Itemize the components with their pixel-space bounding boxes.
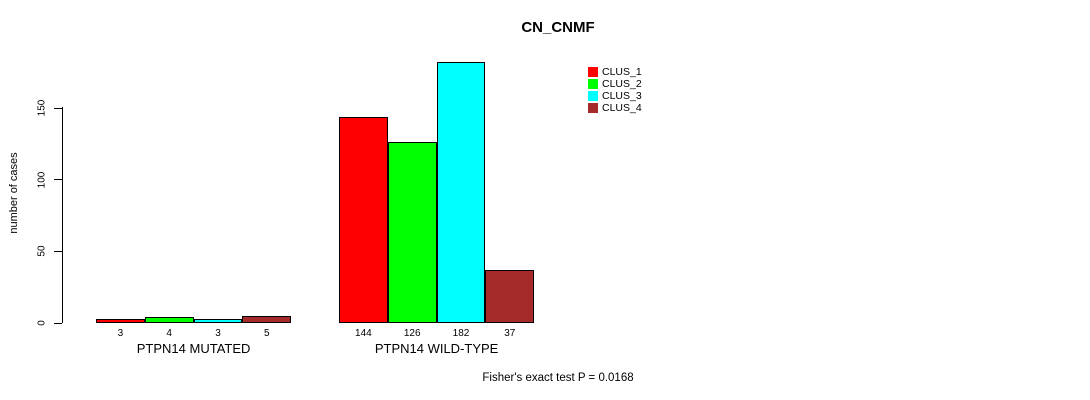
y-axis-tick — [54, 107, 62, 109]
fisher-test-annotation: Fisher's exact test P = 0.0168 — [482, 372, 634, 384]
bar — [339, 116, 388, 323]
bar-value-label: 37 — [504, 328, 516, 339]
legend-color-swatch — [588, 91, 598, 101]
bar-value-label: 182 — [452, 328, 470, 339]
y-axis-label: number of cases — [8, 152, 20, 234]
bar-value-label: 144 — [355, 328, 372, 339]
chart-title: CN_CNMF — [521, 19, 595, 36]
y-axis-tick-label: 50 — [36, 245, 48, 257]
bar — [193, 318, 243, 323]
y-axis-tick — [54, 322, 62, 324]
bar — [436, 62, 486, 323]
legend-color-swatch — [588, 67, 598, 77]
bar — [96, 318, 145, 323]
bar-value-label: 126 — [403, 328, 421, 339]
y-axis-tick-label: 0 — [36, 320, 48, 326]
y-axis-tick — [54, 250, 62, 252]
bar — [242, 315, 292, 323]
y-axis-tick — [54, 179, 62, 181]
bar — [144, 317, 194, 323]
legend-item: CLUS_1 — [588, 66, 642, 78]
legend-item: CLUS_2 — [588, 78, 642, 90]
bar — [387, 142, 437, 323]
legend-label: CLUS_4 — [602, 102, 642, 114]
bar-value-label: 3 — [117, 328, 124, 339]
legend-color-swatch — [588, 103, 598, 113]
bar-value-label: 3 — [215, 328, 221, 339]
y-axis-tick-label: 150 — [36, 99, 48, 117]
legend-label: CLUS_3 — [602, 90, 642, 102]
y-axis-tick-label: 100 — [36, 171, 48, 188]
x-category-label: PTPN14 WILD-TYPE — [374, 341, 499, 356]
x-category-label: PTPN14 MUTATED — [136, 341, 251, 356]
legend-item: CLUS_4 — [588, 102, 642, 114]
legend-label: CLUS_2 — [602, 78, 642, 90]
legend: CLUS_1 CLUS_2 CLUS_3 CLUS_4 — [588, 66, 642, 114]
y-axis-line — [62, 107, 63, 323]
bar-value-label: 4 — [166, 328, 172, 339]
legend-item: CLUS_3 — [588, 90, 642, 102]
legend-color-swatch — [588, 79, 598, 89]
legend-label: CLUS_1 — [602, 66, 642, 78]
bar-value-label: 5 — [264, 328, 270, 339]
bar — [485, 269, 535, 323]
